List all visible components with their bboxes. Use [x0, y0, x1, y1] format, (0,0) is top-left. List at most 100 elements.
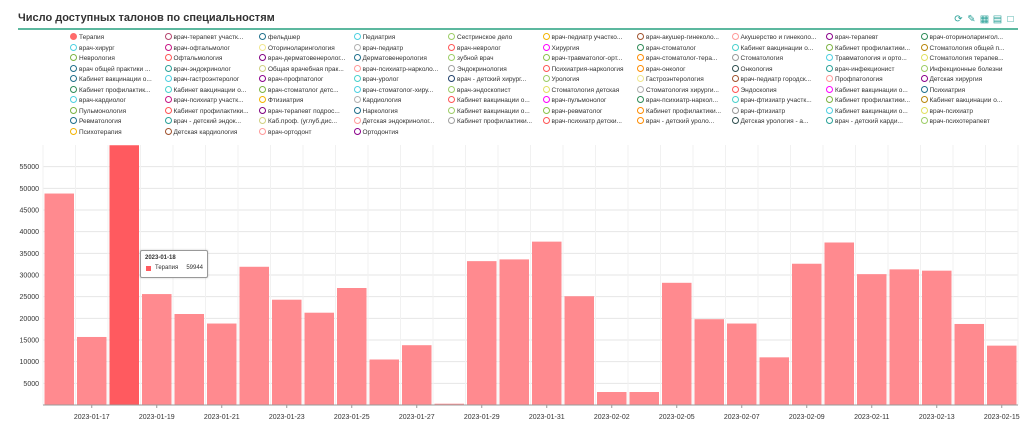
legend-item[interactable]: Детская кардиология — [164, 127, 253, 137]
legend-item[interactable]: Детская эндокринолог... — [353, 117, 442, 126]
legend-item[interactable]: Онкология — [731, 64, 820, 74]
legend-item[interactable]: Стоматология — [731, 54, 820, 63]
bar[interactable] — [109, 145, 140, 405]
legend-item[interactable]: врач общей практики ... — [70, 64, 158, 74]
legend-item[interactable]: Кабинет вакцинации о... — [70, 75, 158, 84]
legend-item[interactable]: Стоматология хирурги... — [637, 85, 725, 95]
bar[interactable] — [629, 392, 660, 405]
bar[interactable] — [857, 274, 887, 405]
export-file-icon[interactable]: □ — [1007, 14, 1014, 25]
bar[interactable] — [597, 392, 627, 405]
legend-item[interactable]: Кабинет профилактики... — [164, 106, 253, 116]
legend-item[interactable]: Акушерство и гинеколо... — [731, 33, 820, 42]
legend-item[interactable]: Оториноларингология — [259, 43, 347, 53]
legend-item[interactable]: Ортодонтия — [353, 127, 442, 137]
bar[interactable] — [207, 323, 237, 405]
legend-item[interactable]: врач-психиатр участк... — [164, 96, 253, 105]
legend-item[interactable]: Психиатрия — [920, 85, 1009, 95]
bar[interactable] — [44, 193, 75, 405]
legend-item[interactable]: врач-стоматолог-хиру... — [353, 85, 442, 95]
legend-item[interactable]: врач-терапевт — [826, 33, 914, 42]
legend-item[interactable]: Каб.проф. (углуб.дис... — [259, 117, 347, 126]
legend-item[interactable]: врач-стоматолог-тера... — [637, 54, 725, 63]
legend-item[interactable]: врач-кардиолог — [70, 96, 158, 105]
legend-item[interactable]: Детская урология - а... — [731, 117, 820, 126]
legend-item[interactable]: врач-психиатр-наркол... — [637, 96, 725, 105]
bar[interactable] — [694, 319, 725, 405]
legend-item[interactable]: врач-психотерапевт — [920, 117, 1009, 126]
legend-item[interactable]: врач-инфекционист — [826, 64, 914, 74]
bar[interactable] — [337, 288, 367, 405]
legend-item[interactable]: Кабинет вакцинации о... — [826, 85, 914, 95]
bar[interactable] — [467, 261, 497, 405]
legend-item[interactable]: фельдшер — [259, 33, 347, 42]
legend-item[interactable]: Психиатрия-наркология — [542, 64, 631, 74]
legend-item[interactable]: врач-стоматолог детс... — [259, 85, 347, 95]
legend-item[interactable]: врач-пульмонолог — [542, 96, 631, 105]
legend-item[interactable]: врач-психиатр-нарколо... — [353, 64, 442, 74]
legend-item[interactable]: Психотерапия — [70, 127, 158, 137]
legend-item[interactable]: врач-психиатр — [920, 106, 1009, 116]
bar[interactable] — [662, 282, 692, 405]
legend-item[interactable]: врач-ортодонт — [259, 127, 347, 137]
legend-item[interactable]: Детская хирургия — [920, 75, 1009, 84]
legend-item[interactable]: Гастроэнтерология — [637, 75, 725, 84]
bar[interactable] — [272, 299, 302, 405]
legend-item[interactable]: Профпатология — [826, 75, 914, 84]
legend-item[interactable]: Стоматология общей п... — [920, 43, 1009, 53]
legend-item[interactable]: Стоматология детская — [542, 85, 631, 95]
legend-item[interactable]: Неврология — [70, 54, 158, 63]
legend-item[interactable]: Инфекционные болезни — [920, 64, 1009, 74]
bar[interactable] — [922, 270, 952, 405]
legend-item[interactable]: Кабинет вакцинации о... — [448, 96, 536, 105]
legend-item[interactable]: врач-психиатр детски... — [542, 117, 631, 126]
legend-item[interactable]: Педиатрия — [353, 33, 442, 42]
legend-item[interactable]: Наркология — [353, 106, 442, 116]
bar[interactable] — [564, 296, 595, 405]
legend-item[interactable]: врач - детский карди... — [826, 117, 914, 126]
legend-item[interactable]: врач-фтизиатр — [731, 106, 820, 116]
bar[interactable] — [434, 403, 465, 405]
bar[interactable] — [239, 266, 270, 405]
legend-item[interactable]: врач-травматолог-орт... — [542, 54, 631, 63]
legend-item[interactable]: Кабинет профилактики... — [826, 43, 914, 53]
bar[interactable] — [142, 294, 172, 405]
legend-item[interactable]: врач - детский хирург... — [448, 75, 536, 84]
bar[interactable] — [889, 269, 920, 405]
bar[interactable] — [304, 312, 335, 405]
bar[interactable] — [402, 345, 432, 405]
legend-item[interactable]: врач-невролог — [448, 43, 536, 53]
refresh-icon[interactable]: ⟳ — [954, 14, 963, 25]
legend-item[interactable]: Ревматология — [70, 117, 158, 126]
legend-item[interactable]: Стоматология терапев... — [920, 54, 1009, 63]
legend-item[interactable]: Хирургия — [542, 43, 631, 53]
legend-item[interactable]: врач-акушер-гинеколо... — [637, 33, 725, 42]
legend-item[interactable]: врач-стоматолог — [637, 43, 725, 53]
legend-item[interactable]: Пульмонология — [70, 106, 158, 116]
legend-item[interactable]: Травматология и орто... — [826, 54, 914, 63]
export-excel-icon[interactable]: ▤ — [992, 14, 1003, 25]
legend-item[interactable]: врач - детский уроло... — [637, 117, 725, 126]
bar[interactable] — [532, 241, 562, 405]
legend-item[interactable]: Кабинет профилактики... — [448, 117, 536, 126]
legend-item[interactable]: врач-эндоскопист — [448, 85, 536, 95]
legend-item[interactable]: врач-ревматолог — [542, 106, 631, 116]
legend-item[interactable]: Кабинет вакцинации о... — [920, 96, 1009, 105]
bar[interactable] — [727, 323, 757, 405]
legend-item[interactable]: Терапия — [70, 33, 158, 42]
legend-item[interactable]: Кардиология — [353, 96, 442, 105]
edit-icon[interactable]: ✎ — [967, 14, 976, 25]
legend-item[interactable]: Кабинет профилактики... — [826, 96, 914, 105]
legend-item[interactable]: врач-терапевт участк... — [164, 33, 253, 42]
bar[interactable] — [987, 345, 1017, 405]
legend-item[interactable]: врач-хирург — [70, 43, 158, 53]
bar[interactable] — [792, 263, 822, 405]
legend-item[interactable]: Сестринское дело — [448, 33, 536, 42]
legend-item[interactable]: Урология — [542, 75, 631, 84]
legend-item[interactable]: врач-педиатр участко... — [542, 33, 631, 42]
legend-item[interactable]: врач-офтальмолог — [164, 43, 253, 53]
legend-item[interactable]: Кабинет вакцинации о... — [448, 106, 536, 116]
legend-item[interactable]: Эндокринология — [448, 64, 536, 74]
bar[interactable] — [759, 357, 790, 405]
bar[interactable] — [369, 359, 400, 406]
